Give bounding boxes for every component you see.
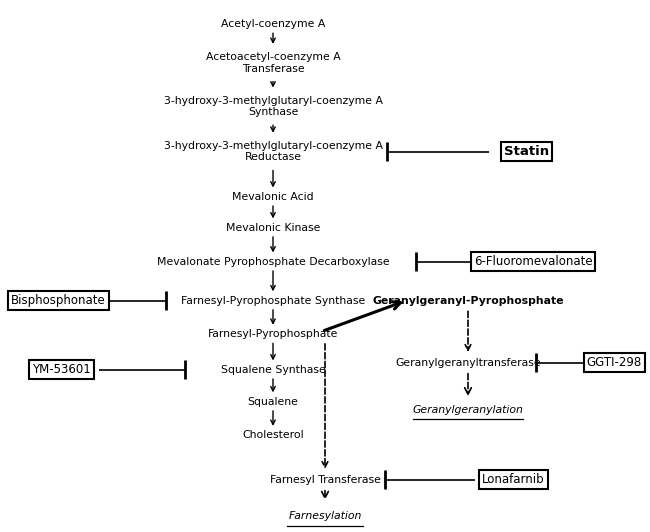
Text: Geranylgeranylation: Geranylgeranylation (413, 405, 523, 414)
Text: Acetoacetyl-coenzyme A
Transferase: Acetoacetyl-coenzyme A Transferase (205, 52, 341, 73)
Text: Farnesyl Transferase: Farnesyl Transferase (270, 475, 380, 485)
Text: YM-53601: YM-53601 (32, 363, 91, 376)
Text: GGTI-298: GGTI-298 (586, 356, 642, 369)
Text: 6-Fluoromevalonate: 6-Fluoromevalonate (474, 255, 592, 268)
Text: Mevalonate Pyrophosphate Decarboxylase: Mevalonate Pyrophosphate Decarboxylase (157, 257, 389, 267)
Text: Farnesyl-Pyrophosphate Synthase: Farnesyl-Pyrophosphate Synthase (181, 296, 365, 305)
Text: Farnesylation: Farnesylation (289, 511, 361, 521)
Text: Squalene Synthase: Squalene Synthase (220, 365, 326, 375)
Text: Bisphosphonate: Bisphosphonate (11, 294, 106, 307)
Text: Mevalonic Kinase: Mevalonic Kinase (226, 223, 320, 232)
Text: Geranylgeranyltransferase: Geranylgeranyltransferase (395, 358, 541, 368)
Text: 3-hydroxy-3-methylglutaryl-coenzyme A
Reductase: 3-hydroxy-3-methylglutaryl-coenzyme A Re… (164, 141, 382, 162)
Text: Squalene: Squalene (248, 397, 298, 406)
Text: Acetyl-coenzyme A: Acetyl-coenzyme A (221, 19, 325, 29)
Text: 3-hydroxy-3-methylglutaryl-coenzyme A
Synthase: 3-hydroxy-3-methylglutaryl-coenzyme A Sy… (164, 96, 382, 117)
Text: Statin: Statin (504, 145, 549, 158)
Text: Geranylgeranyl-Pyrophosphate: Geranylgeranyl-Pyrophosphate (372, 296, 564, 305)
Text: Mevalonic Acid: Mevalonic Acid (232, 192, 314, 202)
Text: Lonafarnib: Lonafarnib (482, 473, 545, 486)
Text: Cholesterol: Cholesterol (242, 430, 304, 440)
Text: Farnesyl-Pyrophosphate: Farnesyl-Pyrophosphate (208, 329, 338, 339)
